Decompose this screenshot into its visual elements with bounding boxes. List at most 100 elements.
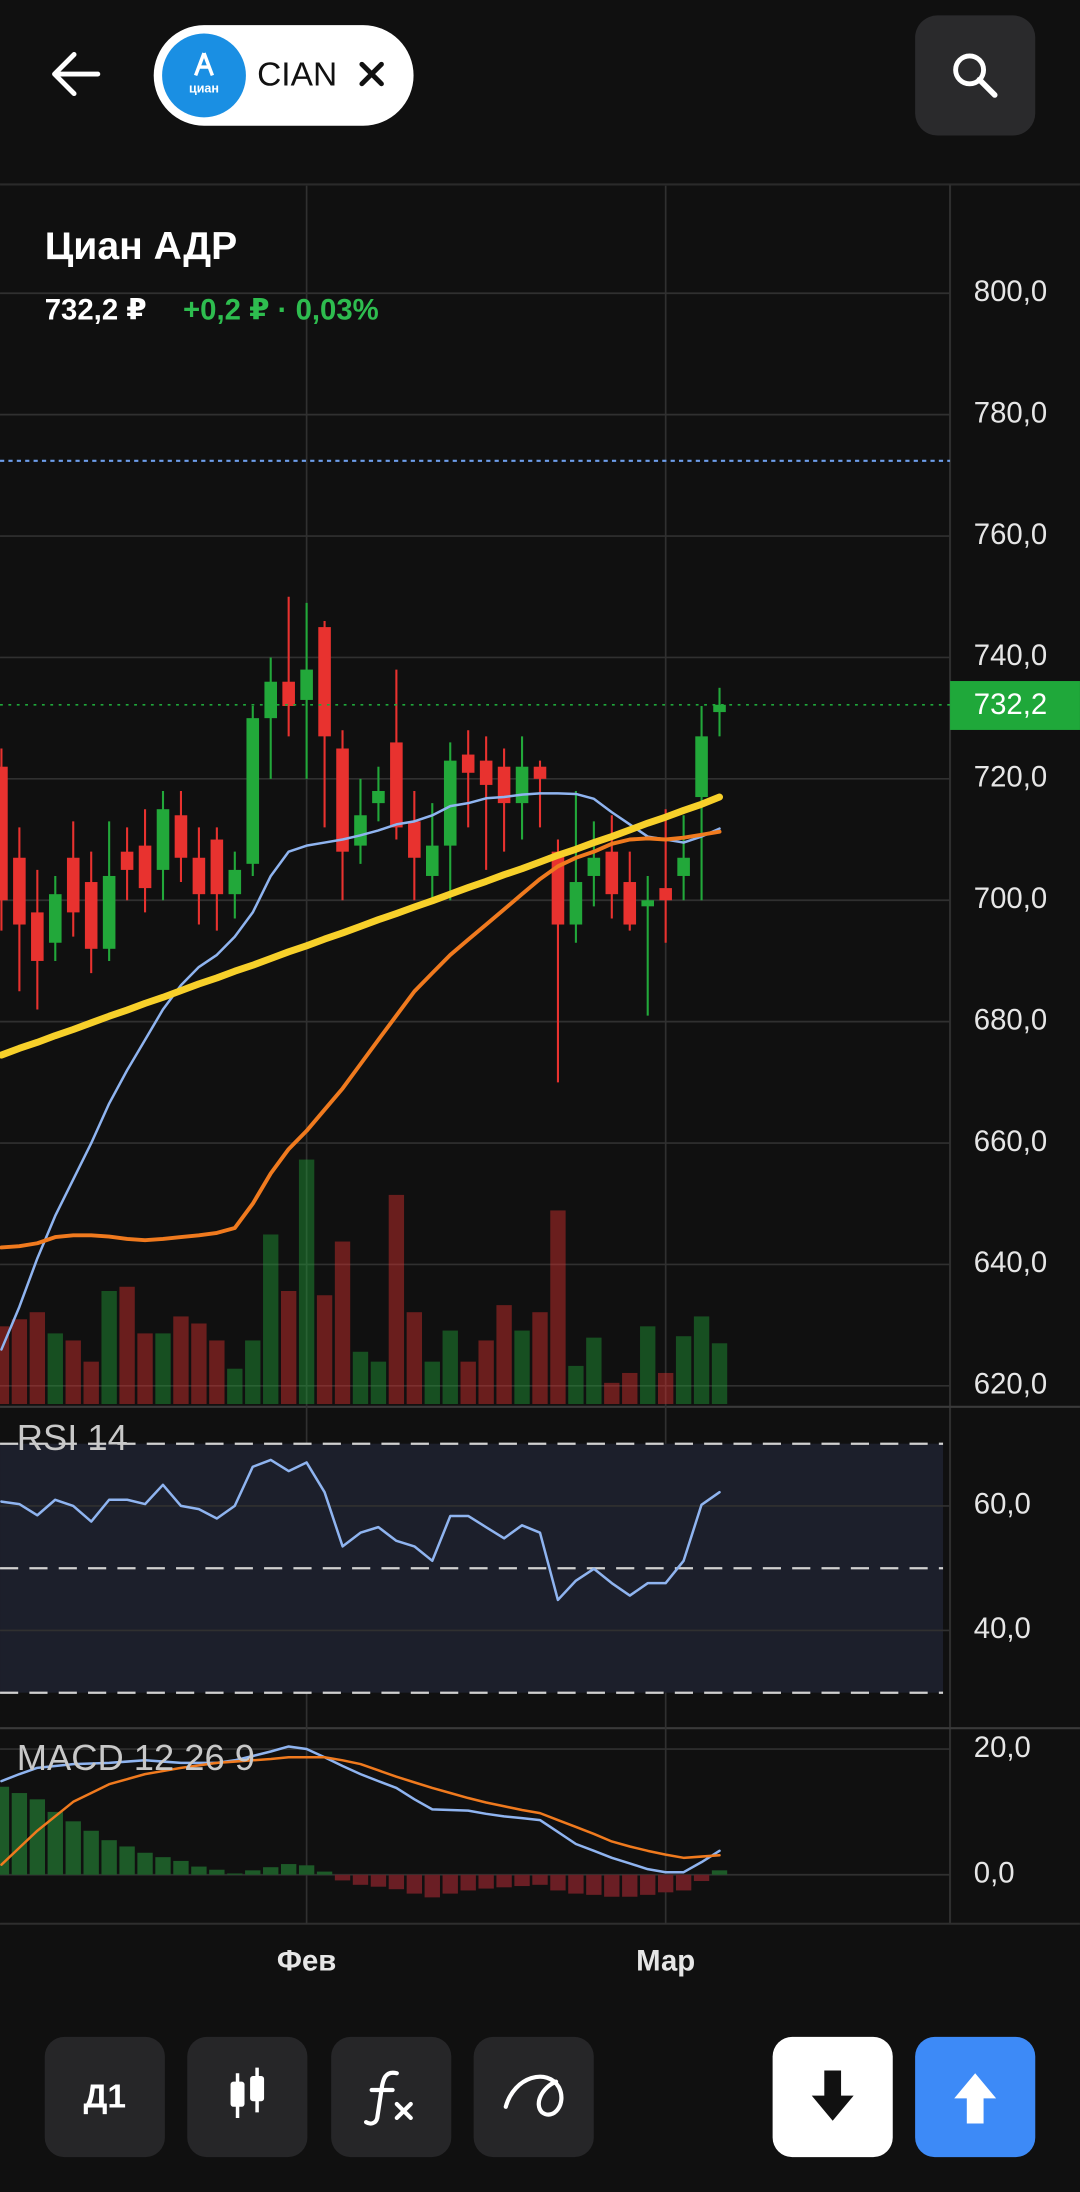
macd-histogram-bar — [550, 1874, 566, 1891]
volume-bar — [711, 1343, 728, 1405]
back-button[interactable] — [52, 52, 101, 97]
chart-type-button[interactable] — [187, 2036, 308, 2158]
candle-icon — [230, 2081, 245, 2107]
logo-text: циан — [189, 82, 219, 96]
search-handle — [976, 76, 998, 98]
volume-bar — [227, 1368, 243, 1405]
candle-body — [390, 742, 403, 828]
candle-body — [282, 681, 295, 707]
macd-histogram-bar — [406, 1874, 423, 1894]
candle-icon — [250, 2076, 265, 2102]
macd-histogram-bar — [424, 1874, 440, 1898]
volume-bar — [496, 1305, 512, 1405]
chip-label: CIAN — [257, 57, 337, 94]
candle-body — [605, 851, 619, 895]
sell-button[interactable] — [772, 2036, 893, 2158]
volume-bar — [604, 1382, 620, 1405]
volume-bar — [280, 1290, 297, 1405]
moving-average — [0, 793, 724, 1059]
pane-title: MACD 12 26 9 — [17, 1737, 255, 1778]
macd-histogram-bar — [245, 1870, 261, 1875]
moving-average — [0, 792, 721, 1351]
timeframe-button[interactable]: Д1 — [44, 2036, 165, 2158]
indicators-button[interactable] — [331, 2036, 452, 2158]
candle-body — [31, 912, 44, 961]
fx-icon — [394, 2101, 413, 2121]
macd-histogram-bar — [101, 1840, 117, 1875]
macd-histogram-bar — [334, 1874, 351, 1881]
candle-body — [623, 882, 637, 925]
macd-histogram-bar — [227, 1873, 243, 1875]
volume-bar — [29, 1312, 46, 1405]
candle-body — [408, 821, 421, 858]
candle-body — [497, 766, 511, 804]
y-tick-label: 640,0 — [974, 1246, 1047, 1279]
y-tick-label: 660,0 — [974, 1125, 1047, 1158]
volume-bar — [101, 1290, 117, 1405]
candle-body — [659, 888, 672, 901]
search-icon — [953, 53, 987, 87]
candle-body — [102, 875, 116, 949]
candle-body — [372, 790, 385, 804]
down-arrow — [811, 2070, 854, 2121]
y-tick-label: 760,0 — [974, 518, 1047, 551]
candle-body — [677, 857, 690, 876]
buy-button[interactable] — [915, 2036, 1036, 2158]
button-bg — [331, 2036, 452, 2158]
macd-histogram-bar — [280, 1864, 297, 1875]
search-button[interactable] — [915, 15, 1036, 136]
search-bg — [915, 15, 1036, 136]
macd-histogram-bar — [460, 1874, 476, 1891]
y-tick-label: 20,0 — [974, 1731, 1031, 1764]
volume-bar — [119, 1286, 135, 1405]
macd-histogram-bar — [65, 1821, 81, 1875]
volume-bar — [352, 1351, 369, 1405]
macd-histogram-bar — [0, 1786, 10, 1875]
volume-bar — [675, 1336, 692, 1405]
macd-histogram-bar — [263, 1867, 279, 1875]
volume-bar — [83, 1361, 99, 1405]
candle-body — [318, 627, 331, 737]
candle-body — [300, 669, 313, 700]
candle-body — [0, 766, 8, 901]
volume-bar — [370, 1361, 387, 1405]
macd-histogram-bar — [388, 1874, 405, 1890]
macd-histogram-bar — [137, 1852, 153, 1875]
fx-icon — [363, 2070, 399, 2126]
logo-icon — [193, 52, 215, 77]
macd-histogram-bar — [532, 1874, 548, 1885]
chip-close[interactable] — [359, 61, 384, 87]
candle-body — [228, 869, 242, 895]
candle-body — [587, 857, 601, 876]
volume-bar — [568, 1365, 584, 1405]
candle-body — [533, 766, 547, 779]
macd-histogram-bar — [352, 1874, 369, 1885]
button-bg — [187, 2036, 308, 2158]
y-tick-label: 700,0 — [974, 882, 1047, 915]
ticker-chip[interactable]: циан CIAN — [153, 25, 414, 126]
volume-bar — [334, 1241, 351, 1405]
macd-histogram-bar — [568, 1874, 584, 1894]
macd-histogram-bar — [442, 1874, 458, 1894]
macd-histogram-bar — [155, 1857, 171, 1875]
volume-bar — [209, 1340, 225, 1405]
macd-histogram-bar — [496, 1874, 512, 1888]
volume-bar — [245, 1340, 261, 1405]
y-tick-label: 720,0 — [974, 761, 1047, 794]
y-tick-label: 780,0 — [974, 396, 1047, 429]
drawing-button[interactable] — [473, 2036, 594, 2158]
y-tick-label: 40,0 — [974, 1612, 1031, 1645]
volume-bar — [424, 1361, 440, 1405]
candle-body — [641, 900, 655, 907]
macd-histogram-bar — [586, 1874, 602, 1895]
volume-bar — [657, 1372, 674, 1405]
macd-histogram-bar — [514, 1874, 530, 1887]
volume-bar — [155, 1333, 171, 1405]
macd-histogram-bar — [29, 1799, 46, 1875]
volume-bar — [65, 1340, 81, 1405]
y-tick-label: 0,0 — [974, 1856, 1015, 1889]
candle-body — [174, 815, 188, 858]
macd-histogram-bar — [675, 1874, 692, 1891]
